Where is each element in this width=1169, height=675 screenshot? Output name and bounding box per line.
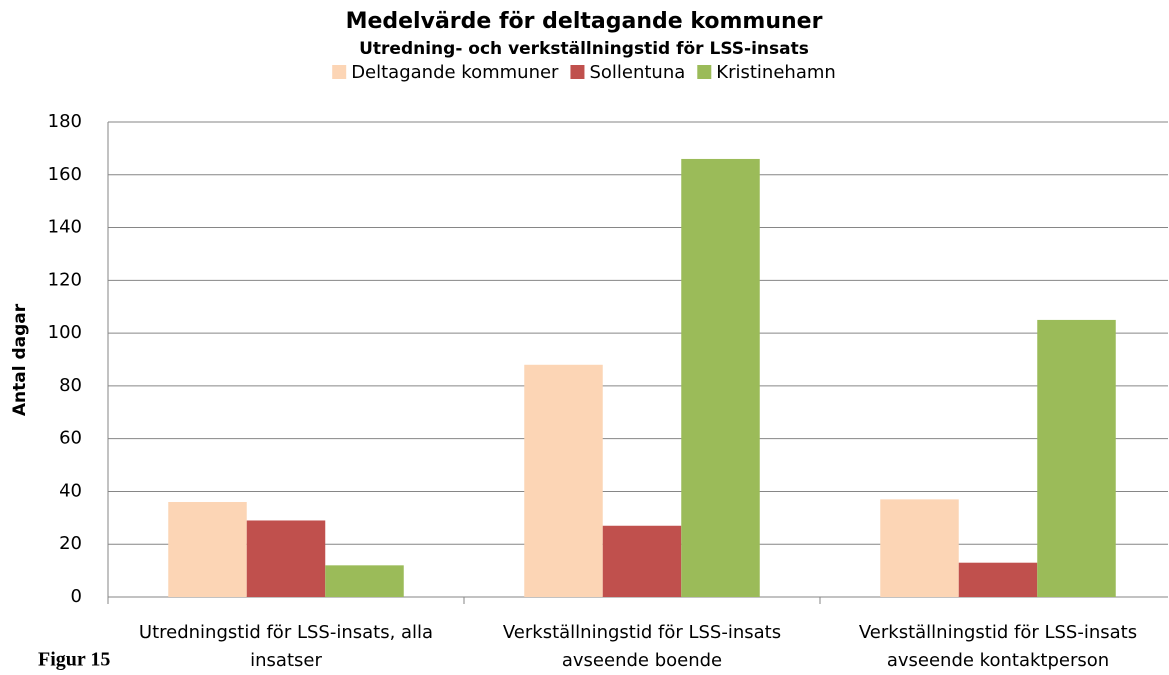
x-tick-label: avseende kontaktperson: [887, 650, 1109, 671]
legend-label: Deltagande kommuner: [351, 62, 559, 83]
bar: [602, 525, 682, 597]
bar: [246, 520, 326, 597]
x-tick-label: Utredningstid för LSS-insats, alla: [139, 622, 433, 643]
legend-swatch: [697, 65, 712, 79]
bar: [681, 158, 760, 597]
x-tick-label: avseende boende: [562, 650, 722, 671]
bar: [1037, 319, 1116, 597]
x-tick-label: Verkställningstid för LSS-insats: [859, 622, 1137, 643]
bar: [958, 562, 1038, 597]
x-tick-label: insatser: [250, 650, 322, 671]
legend-swatch: [570, 65, 585, 79]
x-tick-label: Verkställningstid för LSS-insats: [503, 622, 781, 643]
legend-label: Sollentuna: [589, 62, 685, 83]
y-tick-label: 20: [59, 533, 82, 554]
chart-subtitle: Utredning- och verkställningstid för LSS…: [359, 39, 809, 59]
bar: [880, 499, 959, 597]
y-tick-label: 100: [48, 322, 82, 343]
bar: [325, 565, 404, 597]
y-tick-label: 140: [48, 217, 82, 238]
legend-swatch: [332, 65, 347, 79]
y-tick-label: 80: [59, 375, 82, 396]
y-tick-label: 60: [59, 428, 82, 449]
y-tick-label: 40: [59, 480, 82, 501]
y-tick-label: 120: [48, 269, 82, 290]
figure-caption: Figur 15: [38, 649, 110, 671]
y-tick-label: 0: [71, 586, 82, 607]
y-tick-label: 180: [48, 111, 82, 132]
bar: [168, 502, 247, 597]
y-axis-label: Antal dagar: [10, 303, 30, 416]
bar: [524, 364, 603, 597]
chart-title: Medelvärde för deltagande kommuner: [346, 9, 823, 34]
y-tick-label: 160: [48, 164, 82, 185]
legend-label: Kristinehamn: [716, 62, 836, 83]
